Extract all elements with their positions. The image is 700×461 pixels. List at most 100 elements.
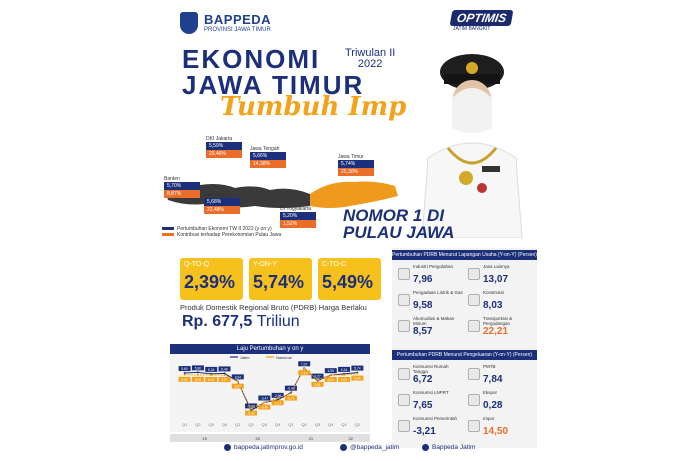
footer-web[interactable]: bappeda.jatimprov.go.id	[224, 444, 303, 451]
year-label: 20	[255, 436, 260, 441]
x-tick-label: Q1	[341, 422, 347, 427]
nomor-line2: PULAU JAWA	[343, 223, 455, 242]
java-island-east	[310, 181, 398, 208]
data-label: 5,05	[195, 378, 202, 382]
data-label-bg	[231, 383, 244, 389]
data-label: 5,74	[354, 367, 361, 371]
kpi-value: 5,74%	[253, 272, 305, 292]
contrib-value: 22,48%	[204, 206, 240, 214]
data-point	[263, 401, 266, 404]
indicator-label: Impor	[483, 416, 495, 421]
indicator-value: 7,96	[413, 274, 433, 285]
indicator-label: Akomodasi & Makan Minum	[413, 316, 455, 326]
indicator-label: Pengadaan Listrik & Gas	[413, 290, 463, 295]
indicator-label: Konsumsi Rumah Tangga	[413, 364, 449, 374]
usaha-title: Pertumbuhan PDRB Menurut Lapangan Usaha …	[392, 250, 537, 260]
growth-value: 5,70%	[164, 182, 200, 190]
kpi-label: Q-TO-Q	[184, 261, 210, 268]
sector-icon	[398, 294, 410, 306]
kpi-qtoq: Q-TO-Q 2,39%	[180, 258, 243, 300]
data-label: 5,34	[341, 368, 348, 372]
indicator-label: Konsumsi Pemerintah	[413, 416, 458, 421]
title-line1: EKONOMI	[182, 44, 321, 74]
sector-icon	[468, 394, 480, 406]
period-quarter: Triwulan II	[345, 47, 396, 59]
pdrb-amount: Rp. 677,5	[182, 313, 253, 330]
legend-growth: Pertumbuhan Ekonomi TW II 2022 (y on y)	[177, 226, 272, 232]
map-tag-jatim: Jawa Timur 5,74% 25,30%	[338, 154, 374, 176]
map-tag-diy: DI Yogyakarta 5,20% 1,52%	[280, 206, 316, 228]
footer-ig[interactable]: @bappeda_jatim	[340, 444, 399, 451]
data-label: 5,44	[354, 377, 361, 381]
growth-value: 5,68%	[204, 198, 240, 206]
map-tag-jakarta: DKI Jakarta 5,59% 29,46%	[206, 136, 242, 158]
indicator-value: 22,21	[483, 326, 509, 337]
data-point	[316, 378, 319, 381]
right-panel	[392, 248, 537, 448]
pengeluaran-title: Pertumbuhan PDRB Menurut Pengeluaran (Y-…	[392, 350, 537, 360]
footer-fb[interactable]: Bappeda Jatim	[422, 444, 475, 451]
contrib-value: 25,30%	[338, 168, 374, 176]
data-point	[329, 373, 332, 376]
x-tick-label: Q1	[182, 422, 188, 427]
indicator-label: Konstruksi	[483, 290, 505, 295]
contrib-value: 8,87%	[164, 190, 200, 198]
data-point	[223, 374, 226, 377]
data-label: 5,49	[221, 367, 228, 371]
data-label-bg	[178, 366, 191, 372]
data-label: -2,65	[274, 394, 282, 398]
contrib-value: 1,52%	[280, 220, 316, 228]
year-label: 19	[202, 436, 207, 441]
contrib-value: 14,38%	[250, 160, 286, 168]
indicator-label: Industri Pengolahan	[413, 264, 454, 269]
year-band	[170, 434, 370, 442]
series-line	[184, 367, 358, 412]
title-line2: JAWA TIMUR	[182, 70, 365, 100]
infographic-poster: BAPPEDA PROVINSI JAWA TIMUR OPTIMIS JATI…	[150, 0, 550, 461]
data-label: 5,34	[208, 368, 215, 372]
data-point	[183, 373, 186, 376]
x-tick-label: Q3	[262, 422, 268, 427]
year-label: 21	[309, 436, 314, 441]
indicator-value: 6,72	[413, 374, 433, 385]
data-label-bg	[311, 381, 324, 387]
x-tick-label: Q1	[235, 422, 241, 427]
data-label-bg	[284, 395, 297, 401]
web-link[interactable]: bappeda.jatimprov.go.id	[234, 444, 303, 452]
data-label-bg	[338, 366, 351, 372]
kpi-ctoc: C-TO-C 5,49%	[318, 258, 381, 300]
org-subtitle: PROVINSI JAWA TIMUR	[204, 27, 271, 33]
region-name: DKI Jakarta	[206, 136, 233, 142]
data-label: -2,17	[274, 401, 282, 405]
sector-icon	[468, 368, 480, 380]
x-tick-label: Q2	[195, 422, 201, 427]
ig-link[interactable]: @bappeda_jatim	[350, 444, 400, 452]
data-label: 5,02	[328, 378, 335, 382]
sector-icon	[398, 394, 410, 406]
x-tick-label: Q2	[248, 422, 254, 427]
data-label-bg	[311, 373, 324, 379]
indicator-value: -3,21	[413, 426, 436, 437]
indicator-value: 14,50	[483, 426, 509, 437]
x-tick-label: Q2	[302, 422, 308, 427]
java-island-west	[165, 183, 310, 208]
data-point	[196, 373, 199, 376]
kpi-value: 2,39%	[184, 272, 236, 292]
data-label: -0,44	[287, 387, 295, 391]
indicator-value: 7,84	[483, 374, 503, 385]
chart-title: Laju Pertumbuhan y on y	[170, 344, 370, 354]
data-label-bg	[324, 368, 337, 374]
x-tick-label: Q3	[209, 422, 215, 427]
year-label: 22	[348, 436, 353, 441]
growth-line-chart: Jatim Nasional 5,60 5,80 5,34 5,49 3,04 -5,90 -3…	[170, 354, 370, 442]
region-name: Banten	[164, 176, 180, 182]
fb-link[interactable]: Bappeda Jatim	[432, 444, 476, 452]
nomor-line1: NOMOR 1 DI	[343, 206, 445, 225]
legend-label: Jatim	[240, 355, 250, 360]
data-label: 7,07	[301, 362, 308, 366]
data-label-bg	[271, 392, 284, 398]
data-label-bg	[298, 361, 311, 367]
indicator-value: 7,65	[413, 400, 433, 411]
data-label: 3,27	[314, 375, 321, 379]
data-label-bg	[258, 395, 271, 401]
